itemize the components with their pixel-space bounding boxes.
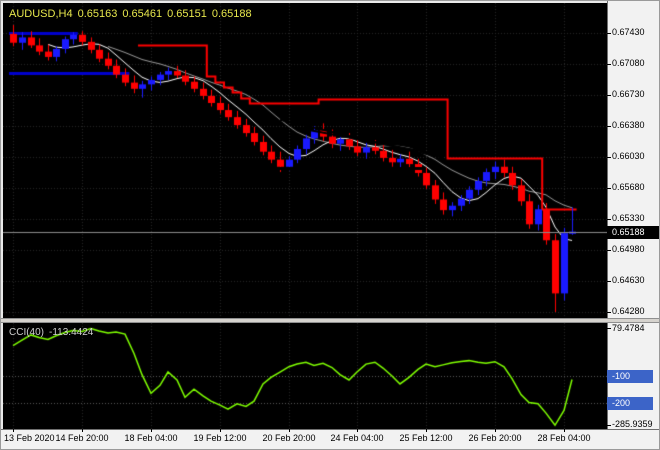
cci-indicator-label: CCI(40) -113.4424	[9, 327, 98, 338]
time-axis-label: 25 Feb 12:00	[399, 433, 453, 443]
price-axis-label: 0.66730	[612, 89, 645, 99]
axis-tick-mark	[607, 312, 611, 313]
price-axis[interactable]	[607, 1, 659, 429]
cci-axis-label: -285.9359	[612, 419, 653, 430]
axis-tick-mark	[607, 64, 611, 65]
high-value: 0.65461	[122, 8, 163, 20]
axis-tick-mark	[13, 429, 14, 432]
time-axis[interactable]	[1, 429, 659, 449]
price-axis-label: 0.67080	[612, 58, 645, 68]
close-value: 0.65188	[211, 8, 252, 20]
cci-level-badge: -100	[607, 370, 653, 383]
time-axis-label: 19 Feb 12:00	[193, 433, 247, 443]
chart-title: AUDUSD,H4 0.65163 0.65461 0.65151 0.65188	[9, 8, 257, 20]
axis-tick-mark	[495, 429, 496, 432]
axis-tick-mark	[151, 429, 152, 432]
current-price-badge: 0.65188	[607, 225, 659, 239]
cci-axis-label: 79.4784	[612, 323, 645, 333]
price-axis-label: 0.65330	[612, 213, 645, 223]
low-value: 0.65151	[167, 8, 207, 20]
price-axis-label: 0.66030	[612, 151, 645, 161]
cci-value: -113.4424	[49, 327, 94, 338]
cci-canvas[interactable]	[3, 323, 607, 429]
axis-tick-mark	[607, 157, 611, 158]
price-axis-label: 0.64630	[612, 275, 645, 285]
axis-tick-mark	[289, 429, 290, 432]
price-axis-label: 0.65680	[612, 182, 645, 192]
axis-tick-mark	[607, 425, 611, 426]
time-axis-label: 13 Feb 2020	[4, 433, 55, 443]
axis-tick-mark	[607, 126, 611, 127]
time-axis-label: 26 Feb 20:00	[468, 433, 522, 443]
price-axis-label: 0.64280	[612, 306, 645, 316]
cci-name: CCI(40)	[9, 327, 45, 338]
axis-tick-mark	[607, 219, 611, 220]
axis-tick-mark	[607, 328, 611, 329]
panel-splitter[interactable]	[1, 318, 659, 323]
price-axis-label: 0.64980	[612, 244, 645, 254]
time-axis-label: 18 Feb 04:00	[124, 433, 178, 443]
axis-tick-mark	[426, 429, 427, 432]
price-axis-label: 0.66380	[612, 120, 645, 130]
time-axis-label: 28 Feb 04:00	[537, 433, 591, 443]
time-axis-label: 14 Feb 20:00	[55, 433, 109, 443]
axis-tick-mark	[607, 188, 611, 189]
time-axis-label: 24 Feb 04:00	[330, 433, 384, 443]
axis-tick-mark	[564, 429, 565, 432]
axis-tick-mark	[607, 95, 611, 96]
time-axis-label: 20 Feb 20:00	[262, 433, 316, 443]
axis-tick-mark	[220, 429, 221, 432]
open-value: 0.65163	[77, 8, 118, 20]
axis-tick-mark	[607, 250, 611, 251]
axis-tick-mark	[607, 281, 611, 282]
axis-tick-mark	[607, 33, 611, 34]
axis-tick-mark	[82, 429, 83, 432]
axis-tick-mark	[357, 429, 358, 432]
price-chart-canvas[interactable]	[3, 3, 607, 318]
symbol-label: AUDUSD,H4	[9, 8, 73, 20]
price-axis-label: 0.67430	[612, 27, 645, 37]
cci-level-badge: -200	[607, 396, 653, 410]
